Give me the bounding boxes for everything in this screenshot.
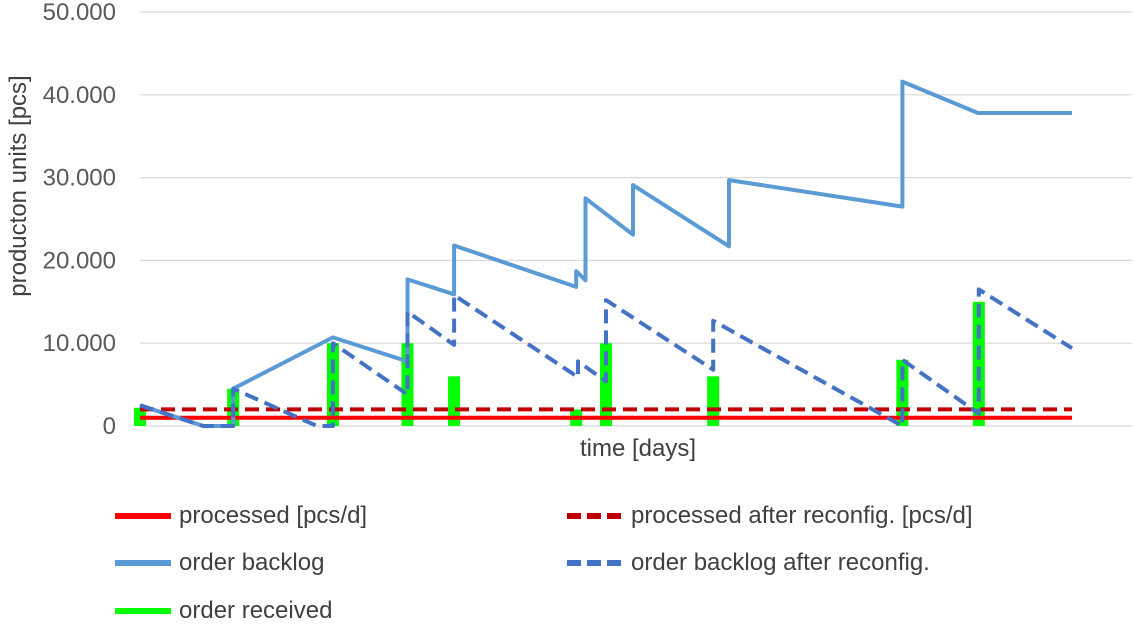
y-tick-label: 20.000: [43, 247, 116, 274]
series-lines: [139, 79, 1074, 428]
y-axis-title: producton units [pcs]: [5, 75, 32, 296]
order-received-bar: [707, 376, 720, 426]
series-line-2: [139, 79, 1072, 428]
x-axis-title: time [days]: [580, 435, 696, 462]
series-line-3: [139, 287, 1074, 428]
y-tick-label: 10.000: [43, 330, 116, 357]
y-tick-label: 0: [103, 413, 116, 440]
order-received-bar: [448, 376, 461, 426]
y-axis-ticks: 0 10.000 20.000 30.000 40.000 50.000: [43, 0, 116, 440]
y-tick-label: 40.000: [43, 82, 116, 109]
order-received-bar: [600, 343, 612, 426]
order-received-bar: [972, 301, 985, 426]
order-received-bars: [134, 301, 985, 426]
y-tick-label: 30.000: [43, 165, 116, 192]
y-tick-label: 50.000: [43, 0, 116, 26]
gridlines: [140, 11, 1132, 427]
